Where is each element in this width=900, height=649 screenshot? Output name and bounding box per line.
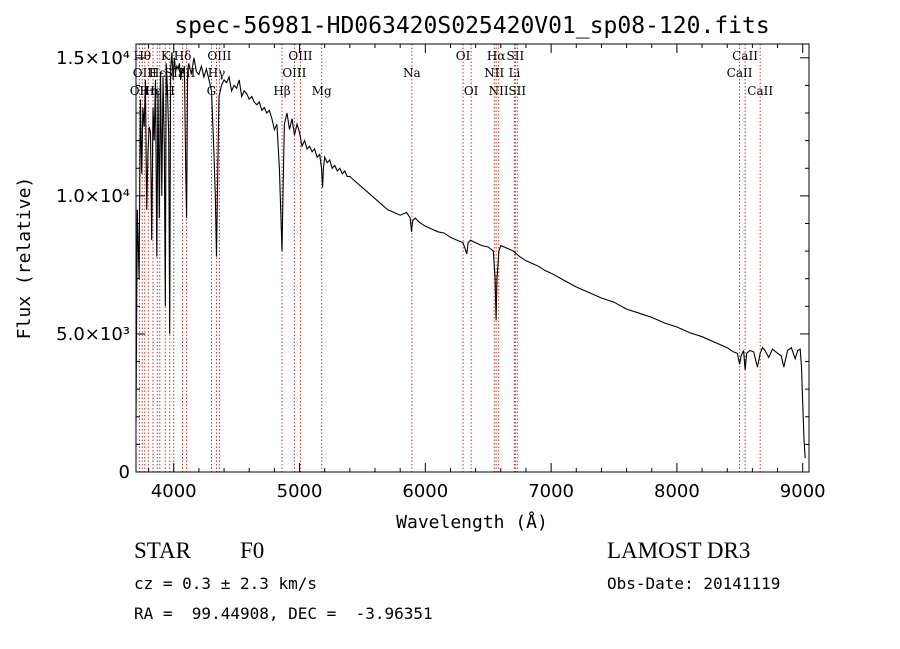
- x-tick-label: 4000: [151, 481, 197, 502]
- spectral-line-label: OIII: [133, 66, 157, 80]
- y-tick-label: 1.5×10⁴: [56, 48, 130, 69]
- plot-frame: [135, 43, 810, 473]
- spectral-line-label: OI: [456, 49, 471, 63]
- coordinates: RA = 99.44908, DEC = -3.96351: [134, 604, 433, 623]
- spectral-line-label: Na: [403, 66, 421, 80]
- spectral-line-label: NII: [484, 66, 504, 80]
- y-tick-label: 1.0×10⁴: [56, 186, 130, 207]
- spectral-line-label: Mg: [312, 84, 332, 98]
- y-tick-label: 0: [119, 462, 130, 483]
- x-axis-label: Wavelength (Å): [396, 511, 548, 533]
- y-axis-ticks: 0 5.0×10³ 1.0×10⁴ 1.5×10⁴: [56, 48, 809, 483]
- spectral-line-label: Li: [508, 66, 520, 80]
- spectral-line-label: Hα: [487, 49, 506, 63]
- spectral-line-label: K: [161, 49, 171, 63]
- chart-title: spec-56981-HD063420S025420V01_sp08-120.f…: [174, 13, 769, 39]
- x-tick-label: 8000: [654, 481, 700, 502]
- spectral-line-label: Hε: [145, 84, 162, 98]
- spectral-line-label: SII: [508, 84, 526, 98]
- spectrum-series-line: [135, 52, 806, 459]
- spectral-line-label: CaII: [732, 49, 758, 63]
- spectral-line-label: NII: [489, 84, 509, 98]
- spectral-line-label: Hβ: [273, 84, 290, 98]
- x-tick-label: 5000: [277, 481, 323, 502]
- x-axis-ticks: 4000 5000 6000 7000 8000 9000: [148, 44, 826, 502]
- x-tick-label: 6000: [402, 481, 448, 502]
- spectral-line-label: OIII: [207, 49, 231, 63]
- spectral-line-label: OIII: [288, 49, 312, 63]
- spectral-line-label: Hγ: [208, 66, 226, 80]
- spectral-line-label: OI: [464, 84, 479, 98]
- spectral-line-label: Hθ: [133, 49, 151, 63]
- spectral-line-label: OIII: [282, 66, 306, 80]
- spectral-line-label: CaII: [747, 84, 773, 98]
- spectral-lines: [138, 44, 761, 472]
- spectral-subclass: F0: [240, 538, 265, 563]
- y-axis-label: Flux (relative): [14, 177, 35, 340]
- observation-date: Obs-Date: 20141119: [607, 574, 781, 593]
- redshift-cz: cz = 0.3 ± 2.3 km/s: [134, 574, 318, 593]
- spectral-line-label: H: [164, 84, 174, 98]
- spectral-line-label: SII: [507, 49, 525, 63]
- object-type: STAR: [134, 538, 191, 563]
- survey-name: LAMOST DR3: [607, 538, 751, 563]
- spectral-line-label: Hη: [139, 84, 157, 98]
- y-tick-label: 5.0×10³: [56, 324, 130, 345]
- spectral-line-label: Hδ: [174, 49, 192, 63]
- spectral-line-label: CaII: [727, 66, 753, 80]
- spectral-line-labels: OIIHθOIIIHηHεHεKHSIIHδSIIGHγOIIIHβOIIIOI…: [130, 49, 774, 98]
- spectral-line-label: OII: [130, 84, 150, 98]
- x-tick-label: 9000: [780, 481, 826, 502]
- spectral-line-label: Hε: [149, 66, 166, 80]
- x-tick-label: 7000: [528, 481, 574, 502]
